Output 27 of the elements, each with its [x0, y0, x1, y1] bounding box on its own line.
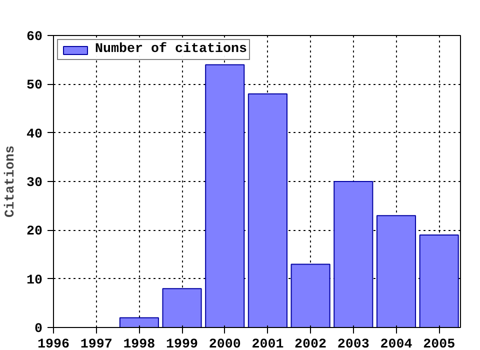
x-tick-label: 2004 [380, 338, 412, 350]
x-tick-label: 2003 [337, 338, 370, 350]
bar [205, 64, 245, 328]
x-tick-label: 2000 [208, 338, 241, 350]
bar [119, 317, 159, 328]
x-tick-label: 2001 [252, 338, 284, 350]
x-tick-label: 1997 [80, 338, 112, 350]
y-tick-label: 30 [26, 176, 43, 191]
bar [248, 93, 288, 328]
y-tick-label: 10 [26, 273, 43, 288]
x-tick-label: 1998 [123, 338, 156, 350]
x-tick-label: 2002 [294, 338, 327, 350]
y-tick-label: 60 [26, 30, 43, 45]
legend-label: Number of citations [95, 42, 247, 57]
bar [334, 181, 374, 328]
y-tick-label: 20 [26, 224, 43, 240]
x-tick-label: 1996 [38, 338, 70, 350]
x-tick-label: 2005 [423, 338, 456, 350]
y-tick-label: 0 [34, 322, 42, 337]
bar [162, 288, 202, 328]
x-tick-label: 1999 [166, 338, 198, 350]
y-tick-label: 50 [26, 78, 43, 94]
bar [376, 215, 416, 328]
bar [419, 234, 459, 328]
y-tick-label: 40 [26, 127, 43, 142]
y-axis-title: Citations [4, 146, 19, 218]
bar [290, 264, 330, 328]
